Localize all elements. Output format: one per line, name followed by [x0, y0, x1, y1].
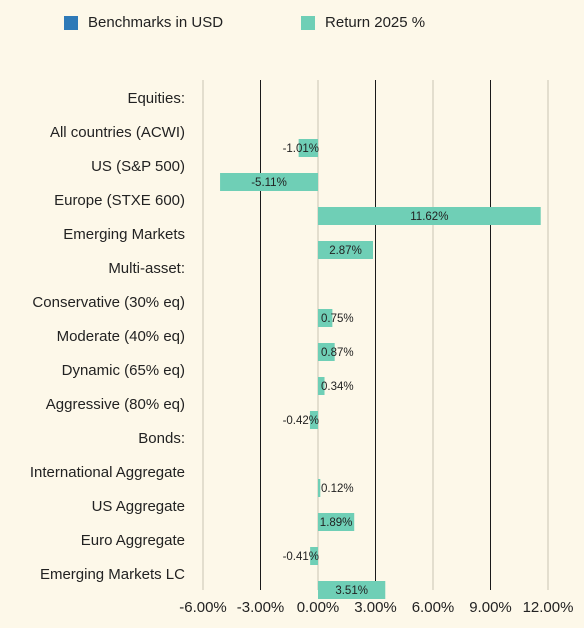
- bar: [318, 377, 325, 395]
- category-label: Dynamic (65% eq): [62, 362, 185, 379]
- category-label: US (S&P 500): [91, 158, 185, 175]
- x-tick-label: 3.00%: [354, 599, 397, 616]
- category-label: Emerging Markets LC: [40, 566, 185, 583]
- bar: [310, 547, 318, 565]
- bar: [318, 479, 321, 497]
- bar-value-label: 0.34%: [321, 381, 354, 393]
- bar-value-label: -1.01%: [283, 143, 319, 155]
- bar-value-label: 1.89%: [320, 517, 353, 529]
- bar: [318, 343, 335, 361]
- category-label: International Aggregate: [30, 464, 185, 481]
- bar-value-label: -0.41%: [283, 551, 319, 563]
- x-tick-label: -3.00%: [237, 599, 285, 616]
- bar: [298, 139, 318, 157]
- bar: [318, 241, 374, 259]
- bar-value-label: 0.87%: [321, 347, 354, 359]
- category-label: Aggressive (80% eq): [46, 396, 185, 413]
- bar-value-label: 3.51%: [335, 585, 368, 597]
- bar: [220, 173, 318, 191]
- x-tick-label: 0.00%: [297, 599, 340, 616]
- bar: [318, 513, 355, 531]
- legend: Benchmarks in USD Return 2025 %: [64, 14, 503, 31]
- bar-value-label: 2.87%: [329, 245, 362, 257]
- category-label: Emerging Markets: [63, 226, 185, 243]
- category-label: Euro Aggregate: [81, 532, 185, 549]
- bar: [318, 207, 541, 225]
- bar-value-label: -5.11%: [251, 177, 287, 189]
- category-label: Equities:: [127, 90, 185, 107]
- x-tick-label: 6.00%: [412, 599, 455, 616]
- bar-value-label: 0.12%: [321, 483, 354, 495]
- legend-item-benchmarks: Benchmarks in USD: [64, 14, 223, 31]
- bar: [318, 309, 333, 327]
- x-tick-label: -6.00%: [179, 599, 227, 616]
- category-label: Conservative (30% eq): [32, 294, 185, 311]
- legend-item-return: Return 2025 %: [301, 14, 425, 31]
- legend-label-return: Return 2025 %: [325, 14, 426, 31]
- x-tick-label: 9.00%: [469, 599, 512, 616]
- bar: [318, 581, 386, 599]
- bar-value-label: -0.42%: [283, 415, 319, 427]
- x-tick-label: 12.00%: [523, 599, 574, 616]
- category-label: Bonds:: [138, 430, 185, 447]
- legend-swatch-benchmarks: [64, 15, 78, 30]
- bar: [309, 411, 318, 429]
- category-label: Moderate (40% eq): [57, 328, 185, 345]
- legend-swatch-return: [301, 15, 316, 30]
- bar-value-label: 11.62%: [410, 211, 448, 223]
- legend-label-benchmarks: Benchmarks in USD: [88, 14, 224, 31]
- category-label: Europe (STXE 600): [54, 192, 185, 209]
- category-label: Multi-asset:: [108, 260, 185, 277]
- bar-value-label: 0.75%: [321, 313, 354, 325]
- category-label: US Aggregate: [92, 498, 185, 515]
- category-label: All countries (ACWI): [50, 124, 185, 141]
